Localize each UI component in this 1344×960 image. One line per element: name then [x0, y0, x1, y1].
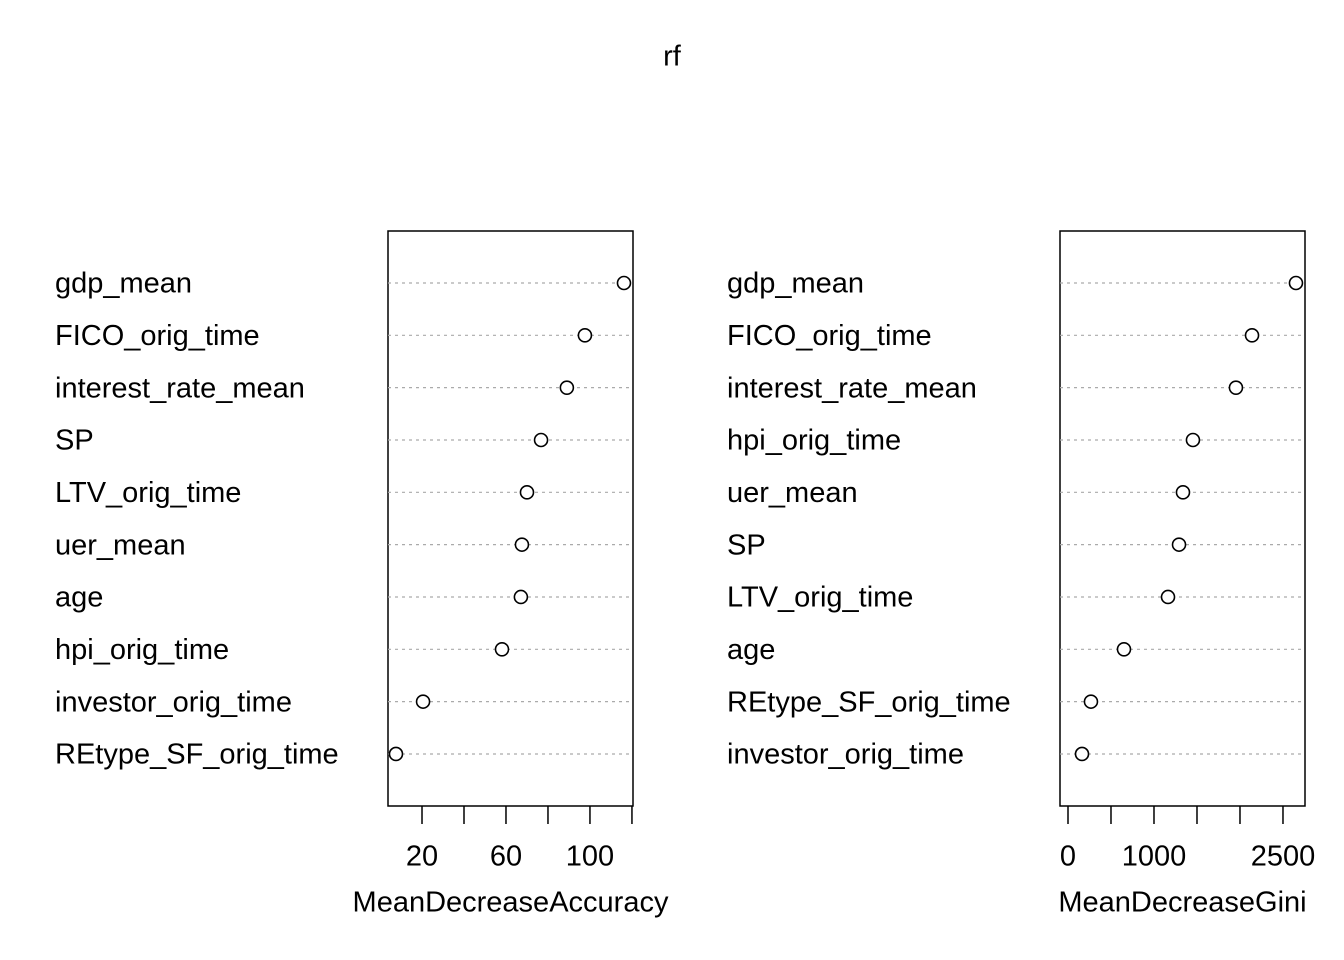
dot	[577, 328, 593, 343]
dot	[513, 589, 529, 605]
dot	[519, 485, 535, 500]
category-label: LTV_orig_time	[727, 582, 913, 614]
dot	[1175, 485, 1191, 500]
panel: gdp_mean FICO_orig_time interest_rate_mean…	[55, 230, 669, 919]
category-label: uer_mean	[55, 529, 186, 561]
dot	[1228, 380, 1244, 395]
dot	[1116, 642, 1132, 657]
figure-title: rf	[663, 41, 682, 73]
category-label: SP	[55, 425, 94, 457]
category-label: REtype_SF_orig_time	[727, 686, 1011, 718]
dot	[1244, 328, 1260, 343]
dot	[1160, 589, 1176, 605]
x-axis-title: MeanDecreaseGini	[1058, 887, 1306, 919]
category-label: uer_mean	[727, 477, 858, 509]
x-tick-label: 100	[566, 841, 614, 873]
dot	[1074, 746, 1090, 762]
dot	[616, 275, 632, 291]
category-label: age	[55, 582, 103, 614]
dot	[1185, 432, 1201, 448]
x-tick-label: 1000	[1122, 841, 1187, 873]
panel: gdp_mean FICO_orig_time interest_rate_mean…	[727, 230, 1316, 919]
category-label: interest_rate_mean	[727, 372, 977, 404]
category-label: REtype_SF_orig_time	[55, 739, 339, 771]
category-label: FICO_orig_time	[55, 320, 260, 352]
x-tick-label: 2500	[1251, 841, 1316, 873]
x-tick-label: 0	[1060, 841, 1076, 873]
category-label: age	[727, 634, 775, 666]
category-label: LTV_orig_time	[55, 477, 241, 509]
dot	[388, 746, 404, 762]
x-tick-label: 60	[490, 841, 522, 873]
category-label: SP	[727, 529, 766, 561]
dot	[1083, 694, 1099, 709]
category-label: interest_rate_mean	[55, 372, 305, 404]
dot	[533, 432, 549, 448]
x-tick-label: 20	[406, 841, 438, 873]
category-label: FICO_orig_time	[727, 320, 932, 352]
dot	[1288, 275, 1304, 291]
category-label: investor_orig_time	[727, 739, 964, 771]
category-label: hpi_orig_time	[55, 634, 229, 666]
dot	[1171, 537, 1187, 552]
plot-frame	[1059, 230, 1306, 807]
dot	[415, 694, 431, 709]
category-label: investor_orig_time	[55, 686, 292, 718]
category-label: hpi_orig_time	[727, 425, 901, 457]
dot	[559, 380, 575, 395]
x-axis-title: MeanDecreaseAccuracy	[353, 887, 669, 919]
dot	[494, 642, 510, 657]
dot	[514, 537, 530, 552]
category-label: gdp_mean	[727, 268, 864, 300]
plot-frame	[387, 230, 634, 807]
category-label: gdp_mean	[55, 268, 192, 300]
